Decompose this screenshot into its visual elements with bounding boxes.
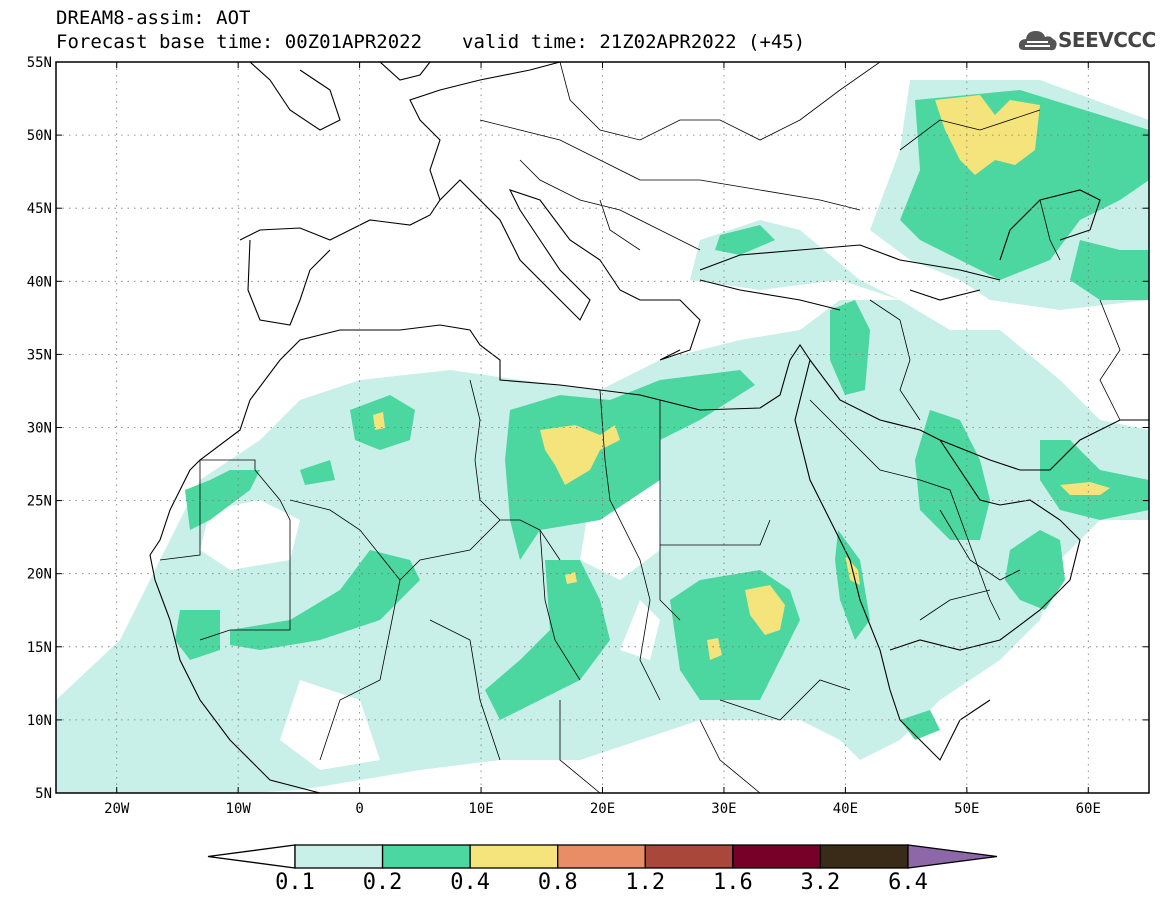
lat-tick-label: 20N [27, 567, 52, 583]
logo-text: SEEVCCC [1058, 28, 1156, 52]
colorbar-swatch [469, 844, 559, 869]
borders [159, 62, 1121, 793]
colorbar-swatch [819, 844, 909, 869]
lon-tick-label: 60E [1076, 801, 1101, 817]
colorbar-label: 0.1 [275, 870, 315, 895]
map-ticks: 20W 10W 0 10E 20E 30E 40E 50E 60E 55N 50N 45N 40N 35N… [27, 55, 1149, 817]
seevccc-logo: SEEVCCC [1018, 24, 1158, 58]
colorbar-label: 0.4 [450, 870, 491, 895]
forecast-base-time: Forecast base time: 00Z01APR2022 [56, 31, 423, 53]
colorbar-label: 3.2 [800, 870, 841, 895]
lat-tick-label: 25N [27, 494, 52, 510]
lat-tick-label: 50N [27, 128, 52, 144]
lon-tick-label: 10W [226, 801, 252, 817]
colorbar [207, 844, 998, 869]
aot-field [56, 80, 1149, 793]
cloud-icon [1018, 31, 1057, 51]
lat-tick-label: 30N [27, 421, 52, 437]
coastlines [149, 62, 1149, 793]
colorbar-swatch [294, 844, 384, 869]
valid-time: valid time: 21Z02APR2022 (+45) [462, 31, 806, 53]
lat-tick-label: 5N [35, 786, 52, 802]
map-title: DREAM8-assim: AOT [56, 7, 251, 29]
colorbar-label: 0.2 [362, 870, 403, 895]
map-subtitle: Forecast base time: 00Z01APR2022 valid ti… [56, 32, 805, 52]
colorbar-label: 1.2 [625, 870, 666, 895]
aot-level-0.2 [175, 90, 1149, 740]
colorbar-low-arrow [207, 844, 296, 869]
lat-tick-label: 10N [27, 713, 52, 729]
lon-tick-label: 20W [104, 801, 130, 817]
lat-tick-label: 15N [27, 640, 52, 656]
lon-tick-label: 10E [468, 801, 493, 817]
lat-tick-label: 40N [27, 274, 52, 290]
lat-tick-label: 55N [27, 55, 52, 71]
colorbar-label: 0.8 [537, 870, 578, 895]
lat-tick-label: 35N [27, 347, 52, 363]
lon-tick-label: 0 [355, 801, 363, 817]
colorbar-high-arrow [907, 844, 998, 869]
map-frame [55, 61, 1150, 794]
colorbar-swatch [557, 844, 646, 869]
map-grid [56, 62, 1149, 793]
lon-tick-label: 50E [954, 801, 979, 817]
lat-tick-label: 45N [27, 201, 52, 217]
colorbar-label: 6.4 [888, 870, 928, 895]
colorbar-swatch [381, 844, 471, 869]
aot-level-0.4 [373, 95, 1110, 660]
lon-tick-label: 20E [590, 801, 615, 817]
colorbar-swatch [732, 844, 822, 869]
colorbar-swatch [644, 844, 734, 869]
colorbar-label: 1.6 [712, 870, 753, 895]
lon-tick-label: 30E [711, 801, 736, 817]
lon-tick-label: 40E [833, 801, 858, 817]
